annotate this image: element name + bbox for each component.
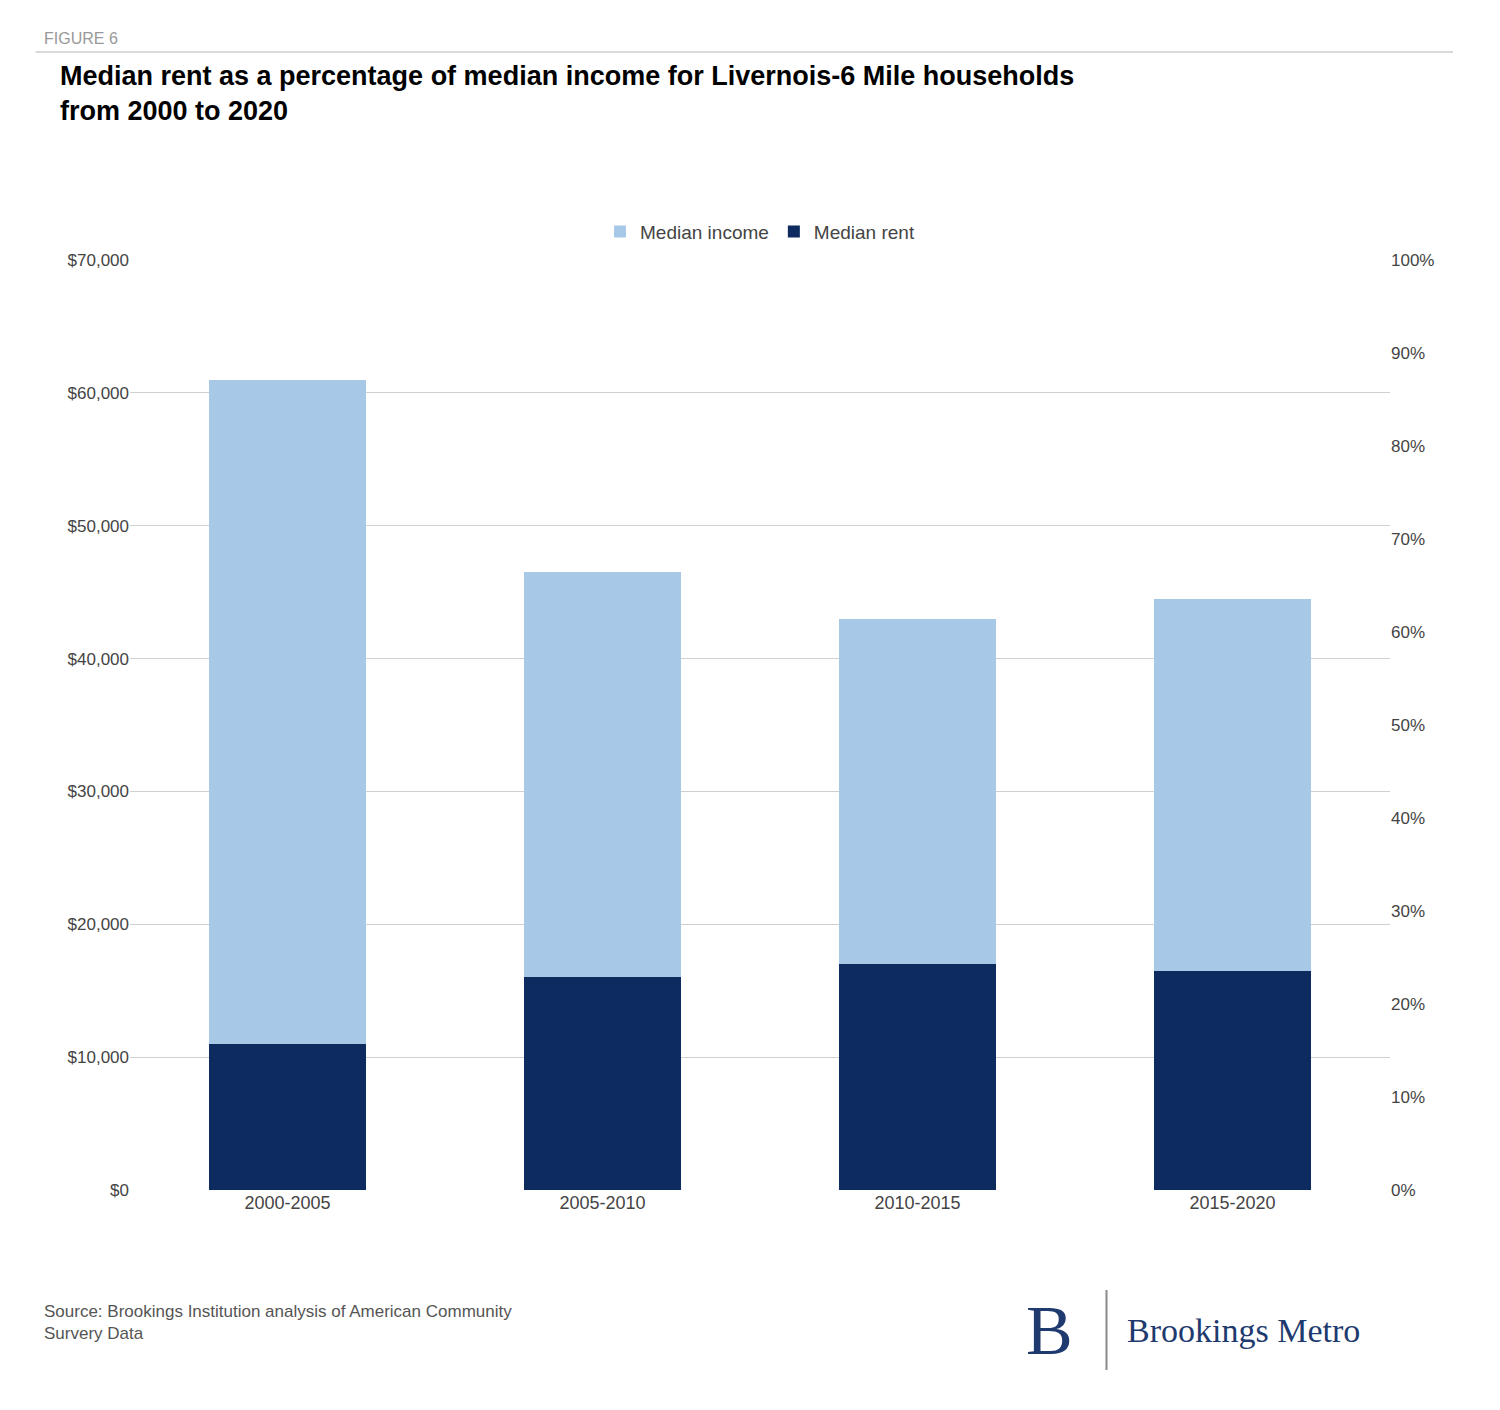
svg-text:30%: 30% (1391, 902, 1425, 921)
svg-text:$0: $0 (110, 1181, 129, 1200)
svg-text:Brookings Metro: Brookings Metro (1127, 1312, 1360, 1349)
svg-text:$40,000: $40,000 (68, 650, 129, 669)
svg-text:60%: 60% (1391, 623, 1425, 642)
svg-text:90%: 90% (1391, 344, 1425, 363)
svg-text:B: B (1026, 1292, 1073, 1369)
svg-text:10%: 10% (1391, 1088, 1425, 1107)
svg-text:$60,000: $60,000 (68, 384, 129, 403)
svg-text:Median rent: Median rent (814, 222, 915, 243)
svg-text:0%: 0% (1391, 1181, 1416, 1200)
svg-text:2010-2015: 2010-2015 (874, 1193, 960, 1213)
svg-text:$50,000: $50,000 (68, 517, 129, 536)
svg-text:50%: 50% (1391, 716, 1425, 735)
svg-text:2015-2020: 2015-2020 (1189, 1193, 1275, 1213)
svg-text:70%: 70% (1391, 530, 1425, 549)
svg-text:$20,000: $20,000 (68, 915, 129, 934)
svg-text:Median income: Median income (640, 222, 769, 243)
svg-text:40%: 40% (1391, 809, 1425, 828)
svg-text:$30,000: $30,000 (68, 782, 129, 801)
svg-text:FIGURE 6: FIGURE 6 (44, 30, 118, 47)
svg-text:100%: 100% (1391, 251, 1434, 270)
svg-text:2005-2010: 2005-2010 (559, 1193, 645, 1213)
svg-text:80%: 80% (1391, 437, 1425, 456)
svg-text:2000-2005: 2000-2005 (244, 1193, 330, 1213)
svg-text:$10,000: $10,000 (68, 1048, 129, 1067)
svg-text:$70,000: $70,000 (68, 251, 129, 270)
svg-text:20%: 20% (1391, 995, 1425, 1014)
svg-text:Median rent as a percentage of: Median rent as a percentage of median in… (60, 61, 1074, 126)
svg-text:Source: Brookings Institution: Source: Brookings Institution analysis o… (44, 1302, 512, 1343)
